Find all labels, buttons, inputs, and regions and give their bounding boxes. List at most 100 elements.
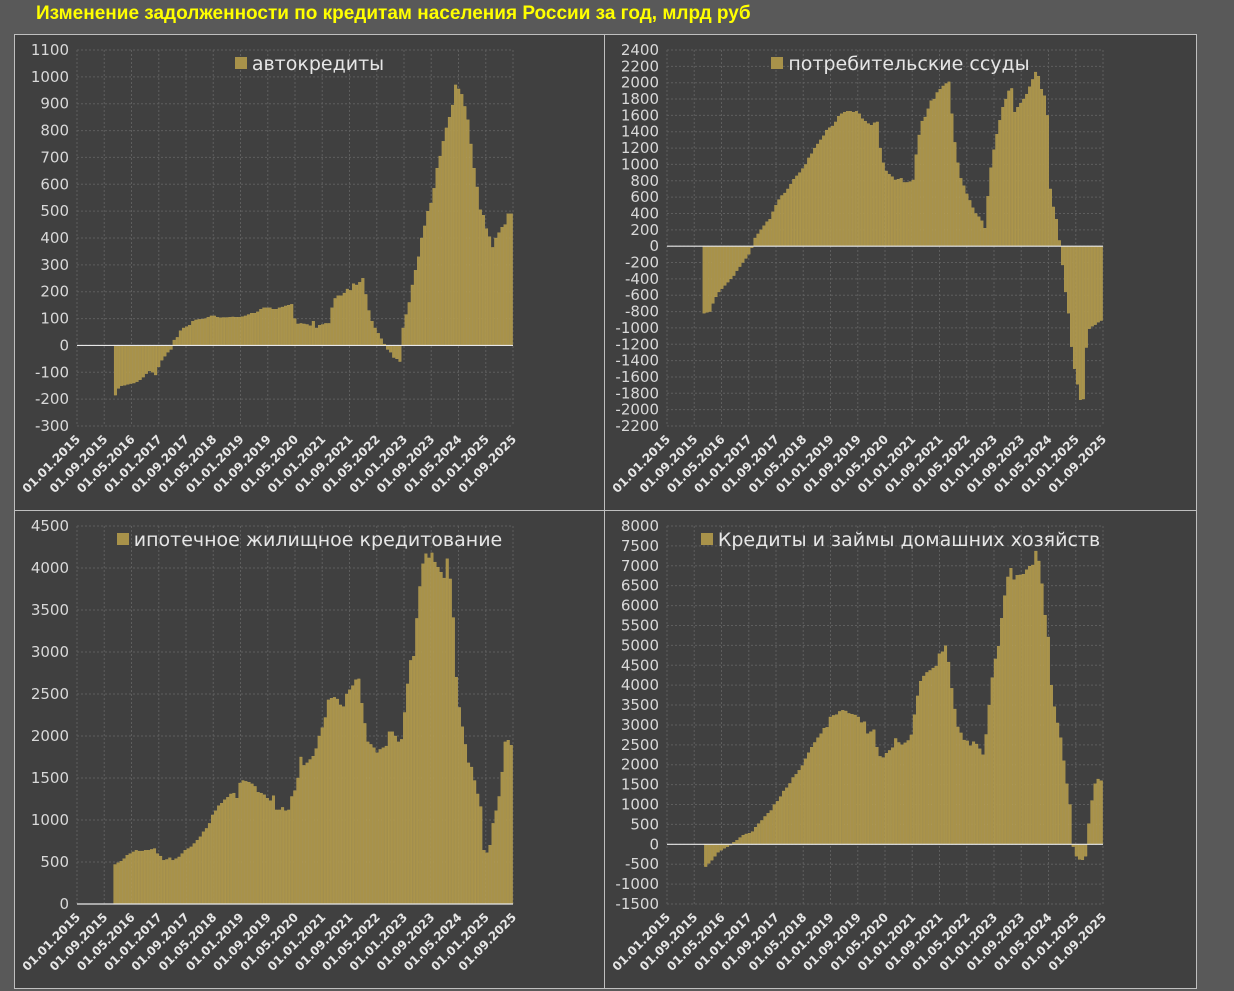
y-tick-label: -1600 [615, 368, 659, 386]
bar [290, 796, 294, 905]
bar [246, 314, 250, 346]
legend-swatch [234, 57, 247, 69]
bar [466, 119, 470, 346]
bar [228, 317, 232, 346]
bar [902, 182, 906, 247]
bar [441, 141, 445, 346]
bar [1084, 246, 1088, 348]
bar [1055, 219, 1058, 247]
bar [863, 721, 867, 845]
bar [386, 345, 390, 350]
bar [806, 752, 811, 845]
bar [884, 753, 888, 845]
bar [1037, 560, 1041, 845]
bar [373, 327, 377, 346]
y-tick-label: 2000 [621, 756, 659, 774]
bar [327, 323, 331, 346]
bar [968, 200, 972, 247]
bar [320, 727, 324, 905]
bar [837, 116, 840, 247]
bar [1084, 844, 1088, 857]
bar [1046, 115, 1049, 247]
bar [791, 777, 795, 845]
bar [756, 233, 760, 247]
legend: Кредиты и займы домашних хозяйств [605, 529, 1196, 551]
bar [915, 695, 920, 845]
bar [206, 317, 210, 346]
bar [426, 210, 430, 346]
bar [352, 283, 356, 346]
bar [947, 661, 951, 845]
bar [444, 127, 448, 346]
bar [503, 741, 507, 905]
bar [903, 742, 907, 845]
bar [968, 745, 972, 845]
y-tick-label: 6000 [621, 597, 659, 615]
bar [162, 860, 166, 905]
y-tick-label: 500 [40, 202, 69, 220]
bar [825, 727, 829, 845]
bar [708, 246, 712, 312]
bar [881, 162, 885, 247]
bar [481, 215, 485, 346]
bar [720, 246, 724, 289]
y-tick-label: 5500 [621, 616, 659, 634]
bar [126, 345, 130, 385]
bar [342, 292, 346, 346]
bar [783, 192, 787, 247]
bar [171, 860, 175, 905]
bar [447, 116, 451, 346]
y-tick-label: 4000 [31, 559, 69, 577]
bar [360, 703, 364, 905]
bar [342, 706, 346, 905]
bar [395, 345, 399, 360]
bar [381, 747, 385, 905]
y-tick-label: 1000 [31, 811, 69, 829]
bar [785, 787, 789, 845]
chart-title: Изменение задолженности по кредитам насе… [36, 3, 751, 24]
bar [259, 309, 263, 346]
bar [415, 618, 419, 905]
bar [198, 836, 202, 905]
y-tick-label: 800 [40, 122, 69, 140]
bar [222, 317, 226, 346]
bar [959, 732, 963, 845]
bar [753, 237, 757, 247]
bar [1053, 706, 1057, 845]
bar [412, 656, 416, 905]
bar [847, 713, 851, 845]
bar [750, 831, 754, 845]
bar [977, 216, 981, 247]
bar [250, 783, 254, 905]
chart-panel-mortgage: 0 500 1000 1500 2000 2500 3000 3500 4000 4500 01.0… [14, 510, 605, 989]
bar [369, 744, 373, 905]
y-tick-label: -200 [625, 254, 659, 272]
bar [980, 220, 984, 247]
bar [859, 722, 863, 845]
y-tick-label: -2200 [615, 417, 659, 435]
y-tick-label: 300 [40, 256, 69, 274]
bar [778, 796, 782, 845]
bar [894, 738, 898, 845]
bar [801, 168, 805, 247]
bar [986, 196, 990, 247]
bar [822, 135, 826, 247]
y-tick-label: -300 [35, 417, 69, 435]
bar [944, 645, 948, 845]
bar [1077, 844, 1081, 860]
bar [929, 100, 933, 247]
bar [852, 111, 855, 247]
bar [953, 708, 957, 845]
bar [418, 586, 422, 905]
bar [367, 310, 371, 346]
y-tick-label: 700 [40, 148, 69, 166]
bar [899, 178, 903, 247]
bar [506, 213, 510, 346]
bar [156, 853, 160, 905]
bar [185, 326, 189, 346]
bar [485, 228, 489, 346]
y-tick-label: -100 [35, 363, 69, 381]
bar [211, 814, 214, 905]
bar [1096, 246, 1100, 323]
